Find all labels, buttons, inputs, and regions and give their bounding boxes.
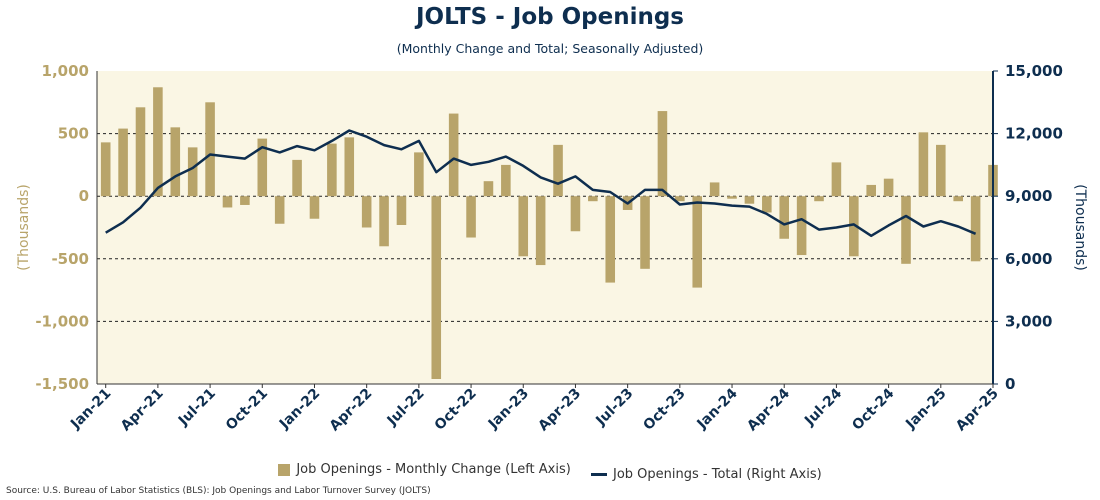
bar-Dec-22 xyxy=(501,164,511,197)
bar-Oct-21 xyxy=(257,138,268,197)
bar-Jan-22 xyxy=(309,196,320,219)
legend-swatch-line xyxy=(590,472,607,476)
legend-label-total: Job Openings - Total (Right Axis) xyxy=(612,466,822,482)
legend-item-total: Job Openings - Total (Right Axis) xyxy=(590,466,822,482)
bar-Aug-24 xyxy=(849,196,859,257)
x-tick-label: Jul-21 xyxy=(175,386,219,430)
chart-legend: Job Openings - Monthly Change (Left Axis… xyxy=(0,462,1100,482)
left-tick-label: -1,500 xyxy=(35,375,89,393)
bar-Apr-23 xyxy=(570,196,581,232)
bar-Jul-22 xyxy=(414,152,424,197)
bar-Feb-22 xyxy=(327,143,337,197)
x-tick-label: Apr-21 xyxy=(118,386,167,435)
bar-May-23 xyxy=(588,196,598,202)
chart-area: 1,000 500 0 -500 -1,000 -1,500 15,000 12,000 9,0… xyxy=(16,62,1088,435)
x-tick-label: Jul-24 xyxy=(801,385,845,429)
bar-Oct-24 xyxy=(883,178,894,197)
bar-Mar-24 xyxy=(762,196,772,213)
left-tick-label: -1,000 xyxy=(35,312,89,330)
bar-Sep-23 xyxy=(657,111,668,197)
bar-Jun-21 xyxy=(187,147,198,197)
bar-Nov-23 xyxy=(692,196,703,288)
x-tick-label: Jul-23 xyxy=(592,386,636,430)
bar-Mar-25 xyxy=(970,196,981,262)
x-tick-label: Apr-24 xyxy=(744,385,793,434)
x-tick-label: Apr-25 xyxy=(953,386,1002,435)
bar-Oct-22 xyxy=(466,196,476,238)
left-axis-title: (Thousands) xyxy=(16,184,32,271)
bar-Apr-21 xyxy=(153,87,163,197)
bar-Oct-23 xyxy=(675,196,685,202)
right-tick-label: 9,000 xyxy=(1005,187,1052,205)
bar-Jun-24 xyxy=(814,196,824,202)
bar-Feb-21 xyxy=(118,128,128,197)
bar-May-24 xyxy=(796,196,807,256)
x-tick-label: Apr-22 xyxy=(327,386,376,435)
bar-Jun-22 xyxy=(396,196,407,225)
bar-Apr-24 xyxy=(779,196,790,239)
bar-Jan-21 xyxy=(100,142,111,197)
bar-Nov-21 xyxy=(274,196,285,224)
bar-Mar-22 xyxy=(344,137,355,197)
bar-Sep-24 xyxy=(866,184,876,197)
bar-May-22 xyxy=(379,196,389,247)
bar-Sep-22 xyxy=(448,113,459,197)
right-tick-label: 3,000 xyxy=(1005,312,1052,330)
x-tick-label: Oct-23 xyxy=(640,386,688,434)
right-tick-label: 6,000 xyxy=(1005,250,1052,268)
legend-item-monthly-change: Job Openings - Monthly Change (Left Axis… xyxy=(278,462,571,477)
left-tick-label: 1,000 xyxy=(42,62,89,80)
bar-Sep-21 xyxy=(240,196,250,205)
bar-Mar-21 xyxy=(135,107,146,197)
bar-Apr-22 xyxy=(361,196,372,228)
left-tick-label: -500 xyxy=(51,250,89,268)
x-tick-label: Jan-25 xyxy=(902,386,949,433)
bar-Nov-22 xyxy=(483,181,494,197)
bar-Nov-24 xyxy=(901,196,911,264)
legend-swatch-bar xyxy=(278,463,291,476)
bar-Dec-23 xyxy=(709,182,720,197)
left-tick-label: 500 xyxy=(58,125,89,143)
left-tick-label: 0 xyxy=(79,187,89,205)
x-tick-label: Oct-21 xyxy=(223,386,271,434)
bar-May-21 xyxy=(170,127,181,197)
source-note: Source: U.S. Bureau of Labor Statistics … xyxy=(6,486,431,496)
x-tick-label: Jan-23 xyxy=(485,386,532,433)
x-tick-label: Jan-24 xyxy=(694,385,741,432)
bar-Feb-23 xyxy=(535,196,546,266)
x-tick-label: Apr-23 xyxy=(535,386,584,435)
x-tick-label: Oct-22 xyxy=(432,386,480,434)
right-tick-label: 15,000 xyxy=(1005,62,1063,80)
chart-title: JOLTS - Job Openings xyxy=(415,4,684,30)
right-axis-title: (Thousands) xyxy=(1072,184,1088,271)
bar-Mar-23 xyxy=(553,144,563,197)
bar-Dec-24 xyxy=(918,132,929,197)
line-total-openings xyxy=(105,129,977,238)
bar-Jun-23 xyxy=(605,196,616,283)
bar-Feb-25 xyxy=(953,196,963,202)
bar-Aug-22 xyxy=(431,196,442,379)
bar-Feb-24 xyxy=(744,196,755,204)
chart-subtitle: (Monthly Change and Total; Seasonally Ad… xyxy=(396,41,704,56)
x-tick-label: Jan-22 xyxy=(276,386,323,433)
bar-Jan-23 xyxy=(518,196,529,257)
legend-label-monthly-change: Job Openings - Monthly Change (Left Axis… xyxy=(296,462,571,477)
x-tick-label: Jul-22 xyxy=(384,386,428,430)
right-tick-label: 12,000 xyxy=(1005,125,1063,143)
right-tick-label: 0 xyxy=(1005,375,1015,393)
bar-Jul-21 xyxy=(205,102,215,197)
bar-Jan-25 xyxy=(936,144,946,197)
bar-Aug-23 xyxy=(640,196,650,269)
bar-Dec-21 xyxy=(292,159,302,197)
bar-Aug-21 xyxy=(222,196,233,208)
bar-Jan-24 xyxy=(727,196,737,199)
bar-Jul-24 xyxy=(831,162,842,197)
x-tick-label: Oct-24 xyxy=(849,385,897,433)
